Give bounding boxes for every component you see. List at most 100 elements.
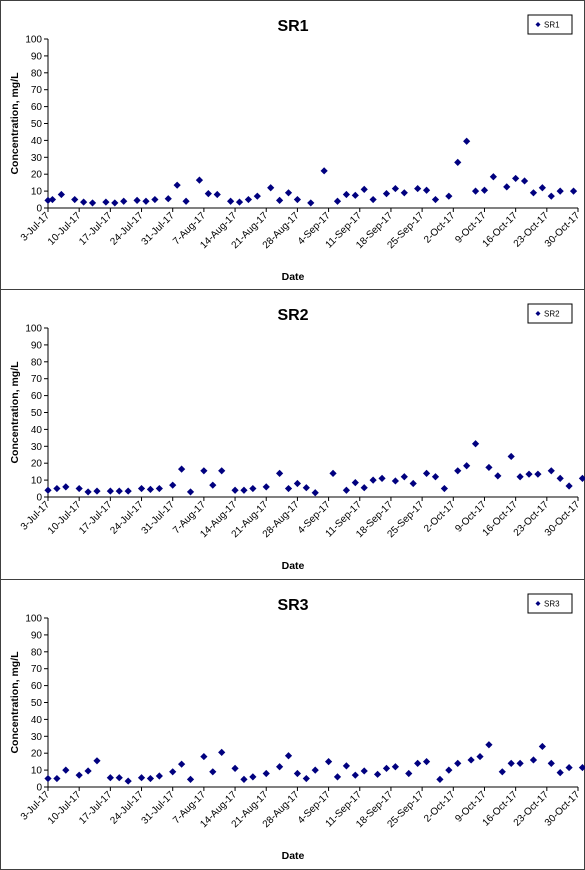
data-point xyxy=(391,477,399,485)
y-tick-label: 80 xyxy=(31,357,43,368)
data-point xyxy=(227,197,235,205)
data-point xyxy=(146,774,155,783)
data-point xyxy=(333,773,342,781)
data-point xyxy=(547,192,555,200)
data-point xyxy=(124,487,132,495)
data-point xyxy=(534,470,542,478)
data-point xyxy=(231,764,239,773)
data-point xyxy=(102,198,110,206)
y-axis-title: Concentration, mg/L xyxy=(9,72,21,175)
x-tick-label: 31-Jul-17 xyxy=(140,499,178,537)
data-point xyxy=(409,479,417,488)
data-point xyxy=(249,484,257,493)
x-axis-title: Date xyxy=(282,271,305,283)
y-tick-label: 10 xyxy=(31,766,43,777)
data-point xyxy=(240,486,248,494)
data-point xyxy=(529,756,538,764)
scatter-chart-sr2: SR201020304050607080901003-Jul-1710-Jul-… xyxy=(9,303,585,572)
chart-panel-sr3: SR3 0 10 20 30 40 50 60 70 80 90 100 3-Jul-17 10-Jul-… xyxy=(0,580,585,870)
legend-box xyxy=(527,593,573,614)
data-point xyxy=(463,137,471,145)
y-tick-label: 0 xyxy=(36,204,42,215)
data-point xyxy=(44,196,52,204)
y-tick-label: 70 xyxy=(31,85,43,96)
legend-box xyxy=(527,14,573,35)
chart-title: SR2 xyxy=(277,307,308,324)
data-point xyxy=(400,189,408,197)
legend-label: SR3 xyxy=(544,600,560,609)
data-point xyxy=(503,183,511,191)
data-point xyxy=(578,763,585,772)
data-point xyxy=(71,195,79,204)
data-point xyxy=(333,197,342,205)
data-point xyxy=(516,759,524,767)
data-point xyxy=(414,759,422,767)
data-point xyxy=(405,769,413,778)
data-point xyxy=(200,752,208,761)
y-tick-label: 20 xyxy=(31,749,43,760)
data-point xyxy=(422,758,431,766)
data-point xyxy=(115,487,123,495)
data-point xyxy=(351,771,359,779)
y-tick-label: 0 xyxy=(36,493,42,504)
data-point xyxy=(240,775,248,783)
data-point xyxy=(378,474,386,483)
data-point xyxy=(414,184,422,193)
data-point xyxy=(391,763,399,771)
data-point xyxy=(84,488,92,496)
data-point xyxy=(476,752,484,761)
scatter-chart-sr1: SR101020304050607080901003-Jul-1710-Jul-… xyxy=(9,14,582,283)
y-tick-label: 60 xyxy=(31,681,43,692)
data-point xyxy=(53,484,61,493)
data-point xyxy=(445,766,453,774)
data-point xyxy=(351,191,359,199)
y-tick-label: 20 xyxy=(31,170,43,181)
data-point xyxy=(512,174,520,183)
data-point xyxy=(80,198,88,206)
data-point xyxy=(262,483,270,491)
data-point xyxy=(133,196,141,204)
x-axis-title: Date xyxy=(282,560,305,572)
data-point xyxy=(209,481,217,489)
data-point xyxy=(284,752,293,760)
data-point xyxy=(565,482,573,490)
data-point xyxy=(124,777,132,785)
data-point xyxy=(547,467,555,475)
data-point xyxy=(520,177,529,185)
data-point xyxy=(431,473,440,481)
data-point xyxy=(489,173,497,181)
y-tick-label: 90 xyxy=(31,630,43,641)
data-point xyxy=(84,767,92,775)
data-point xyxy=(360,767,368,775)
y-tick-label: 100 xyxy=(25,35,42,46)
legend-marker xyxy=(535,22,541,27)
data-point xyxy=(311,489,319,497)
data-point xyxy=(556,187,564,195)
y-tick-label: 40 xyxy=(31,136,43,147)
data-point xyxy=(249,773,257,781)
data-point xyxy=(235,198,244,206)
data-point xyxy=(320,167,328,175)
data-point xyxy=(507,759,515,767)
data-point xyxy=(342,762,351,770)
data-point xyxy=(231,486,239,494)
y-tick-label: 90 xyxy=(31,340,43,351)
data-point xyxy=(173,181,181,189)
legend-marker xyxy=(535,601,541,606)
data-point xyxy=(169,768,177,776)
data-point xyxy=(360,185,368,194)
data-point xyxy=(178,760,186,768)
x-tick-label: 30-Oct-17 xyxy=(543,789,583,829)
data-point xyxy=(471,440,480,448)
legend-label: SR1 xyxy=(544,21,560,30)
data-point xyxy=(262,769,270,778)
data-point xyxy=(556,474,564,483)
data-point xyxy=(302,774,310,783)
y-tick-label: 40 xyxy=(31,715,43,726)
data-point xyxy=(164,195,172,203)
y-tick-label: 80 xyxy=(31,68,43,79)
legend-box xyxy=(527,303,573,324)
data-point xyxy=(538,742,546,751)
x-tick-label: 2-Oct-17 xyxy=(422,210,458,246)
data-point xyxy=(467,756,475,764)
